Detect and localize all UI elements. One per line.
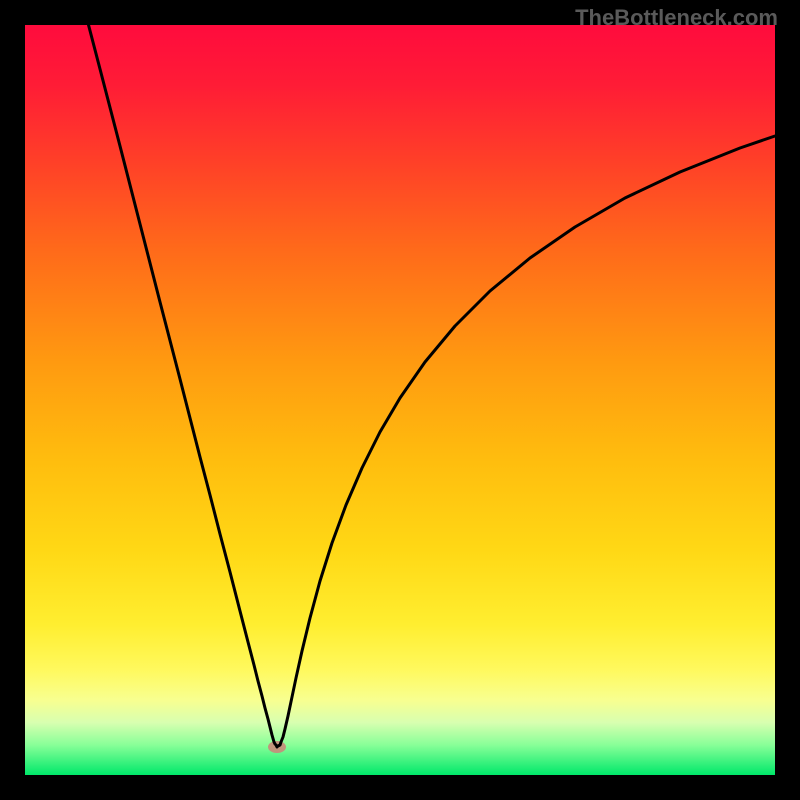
curve-line — [82, 0, 775, 747]
watermark-text: TheBottleneck.com — [575, 5, 778, 31]
chart-container: TheBottleneck.com — [0, 0, 800, 800]
bottleneck-curve — [0, 0, 800, 800]
